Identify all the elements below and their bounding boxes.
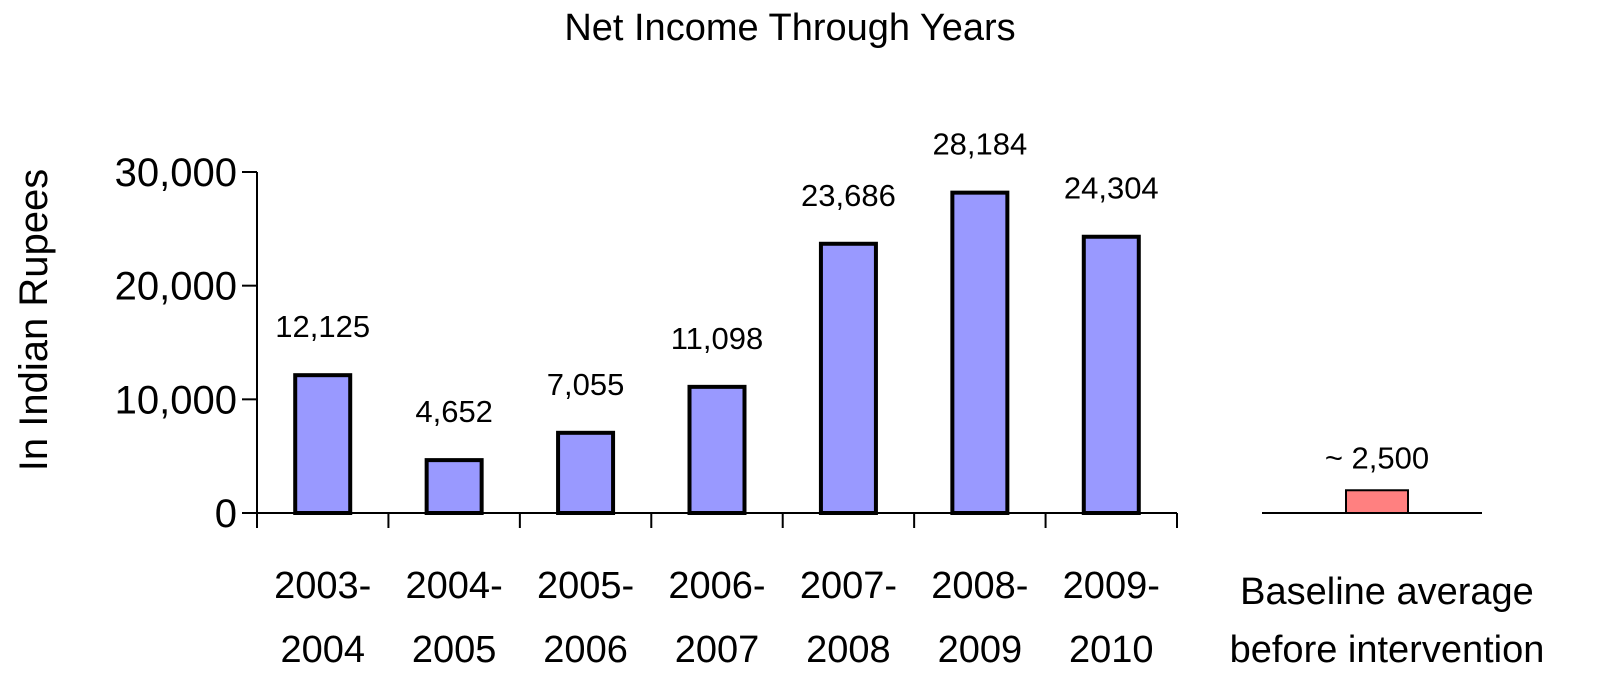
x-tick-label: 2005 <box>412 629 497 671</box>
y-tick-label: 0 <box>215 492 237 536</box>
bar <box>293 373 353 515</box>
x-tick-label: 2003- <box>274 565 371 607</box>
y-axis-title: In Indian Rupees <box>12 169 56 471</box>
x-tick-label: 2008- <box>931 565 1028 607</box>
baseline-panel: ~ 2,500 Baseline average before interventi… <box>1230 440 1545 671</box>
x-tick-label: 2009- <box>1063 565 1160 607</box>
baseline-bar <box>1345 489 1409 514</box>
x-tick-label: 2009 <box>938 629 1023 671</box>
x-tick-label: 2006- <box>668 565 765 607</box>
y-axis-ticks: 0 10,000 20,000 30,000 <box>115 151 257 536</box>
bar <box>556 430 616 515</box>
bar <box>1081 234 1141 515</box>
bars: 12,125 4,652 7,055 11,098 23,686 28,184 24,304 <box>275 127 1159 515</box>
baseline-data-label: ~ 2,500 <box>1325 440 1429 475</box>
bar <box>818 241 878 515</box>
data-label: 11,098 <box>671 321 764 356</box>
data-label: 28,184 <box>932 127 1027 162</box>
data-label: 24,304 <box>1064 171 1159 206</box>
x-axis-labels: 2003- 2004 2004- 2005 2005- 2006 2006- 2007 2007… <box>274 565 1160 671</box>
data-label: 12,125 <box>275 309 370 344</box>
data-label: 4,652 <box>415 394 493 429</box>
baseline-category-label: Baseline average <box>1240 571 1534 613</box>
x-tick-label: 2008 <box>806 629 891 671</box>
baseline-category-label: before intervention <box>1230 629 1545 671</box>
chart-title: Net Income Through Years <box>564 7 1015 49</box>
y-tick-label: 30,000 <box>115 151 237 195</box>
y-tick-label: 20,000 <box>115 265 237 309</box>
x-tick-label: 2010 <box>1069 629 1154 671</box>
x-tick-label: 2005- <box>537 565 634 607</box>
x-tick-label: 2007- <box>800 565 897 607</box>
x-tick-label: 2006 <box>543 629 628 671</box>
data-label: 23,686 <box>801 178 896 213</box>
bar <box>424 458 484 515</box>
y-tick-label: 10,000 <box>115 378 237 422</box>
x-tick-label: 2007 <box>675 629 760 671</box>
bar <box>950 190 1010 515</box>
data-label: 7,055 <box>547 367 625 402</box>
x-tick-label: 2004- <box>406 565 503 607</box>
x-tick-label: 2004 <box>280 629 365 671</box>
bar <box>687 384 747 515</box>
